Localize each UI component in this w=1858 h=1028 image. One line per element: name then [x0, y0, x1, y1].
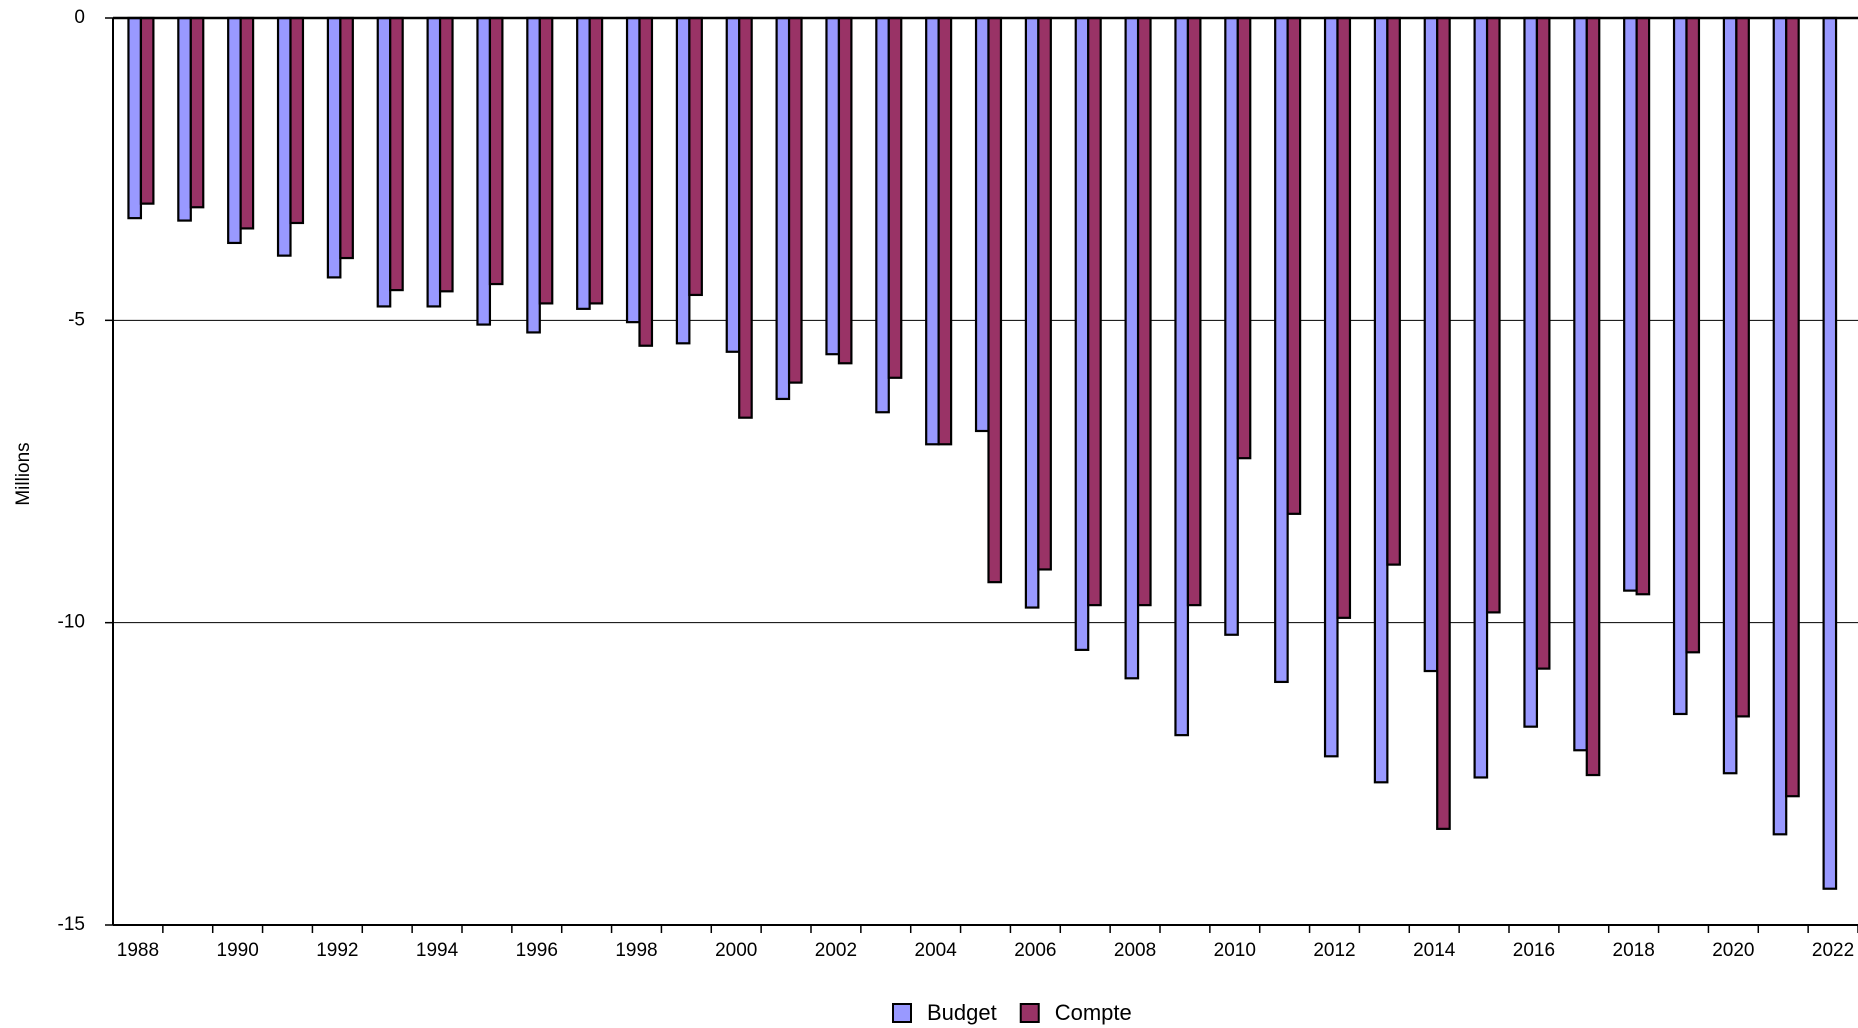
bar [1672, 16, 1688, 716]
bar [1323, 16, 1339, 758]
x-tick-label: 2012 [1313, 940, 1355, 961]
bar [625, 16, 641, 324]
bar [1423, 16, 1439, 673]
bar [376, 16, 392, 308]
bar [1186, 16, 1202, 607]
bar [1336, 16, 1352, 619]
bar [825, 16, 841, 356]
bar [1685, 16, 1701, 654]
bar [139, 16, 155, 205]
bar [1174, 16, 1190, 737]
bar [1822, 16, 1838, 890]
y-axis-label: Millions [13, 442, 34, 505]
bar [1136, 16, 1152, 607]
legend-swatch [1019, 1003, 1040, 1023]
bar [1473, 16, 1489, 779]
bar [1772, 16, 1788, 836]
bar [239, 16, 255, 230]
bar [1224, 16, 1239, 636]
bar [887, 16, 903, 379]
legend-label: Compte [1055, 1000, 1132, 1025]
bar [1274, 16, 1289, 684]
x-tick-label: 2016 [1513, 940, 1555, 961]
x-tick-label: 1998 [615, 940, 657, 961]
bar [1236, 16, 1252, 460]
bar [1735, 16, 1750, 718]
bar [189, 16, 205, 209]
bar [389, 16, 404, 292]
bar [127, 16, 143, 220]
bar [1074, 16, 1090, 651]
bar [1573, 16, 1588, 752]
x-tick-label: 2008 [1114, 940, 1156, 961]
bar [576, 16, 591, 310]
bar [1024, 16, 1040, 609]
bar [326, 16, 342, 279]
bar [1485, 16, 1501, 614]
bar [1037, 16, 1052, 571]
x-tick-label: 2002 [815, 940, 857, 961]
bar [1722, 16, 1738, 775]
bar [276, 16, 292, 257]
x-tick-label: 2004 [915, 940, 958, 961]
bar [638, 16, 654, 347]
x-tick-label: 1992 [316, 940, 358, 961]
bar [875, 16, 890, 414]
bar [675, 16, 691, 345]
x-tick-label: 2022 [1812, 940, 1854, 961]
bar [1373, 16, 1389, 784]
legend-label: Budget [927, 1000, 997, 1025]
bar [289, 16, 305, 225]
bar [987, 16, 1003, 584]
bar [837, 16, 853, 365]
y-tick-label: -5 [68, 309, 85, 330]
x-tick-label: 1994 [416, 940, 459, 961]
bar [775, 16, 791, 401]
bar [974, 16, 990, 433]
bar [925, 16, 940, 446]
y-tick-label: 0 [74, 7, 85, 28]
x-tick-label: 2010 [1214, 940, 1256, 961]
bar [937, 16, 953, 446]
x-tick-label: 2000 [715, 940, 757, 961]
bar [1087, 16, 1102, 607]
y-tick-label: -15 [58, 914, 85, 935]
y-tick-label: -10 [58, 612, 85, 633]
bar [1623, 16, 1638, 592]
bar [1535, 16, 1551, 670]
bar [588, 16, 604, 305]
x-tick-label: 1990 [217, 940, 259, 961]
bar [526, 16, 541, 334]
bar [1523, 16, 1539, 728]
bar [738, 16, 753, 419]
x-tick-label: 2020 [1712, 940, 1754, 961]
x-tick-label: 1988 [117, 940, 159, 961]
bar [339, 16, 354, 260]
x-tick-label: 2006 [1014, 940, 1056, 961]
bar [1286, 16, 1302, 515]
bar [787, 16, 803, 384]
legend-swatch [892, 1003, 912, 1023]
bar [1585, 16, 1601, 777]
bar [177, 16, 192, 222]
x-tick-label: 2014 [1413, 940, 1456, 961]
x-tick-label: 1996 [516, 940, 558, 961]
bar [1436, 16, 1451, 830]
bar [1785, 16, 1800, 798]
bar [538, 16, 554, 305]
bar [426, 16, 442, 308]
bar [1635, 16, 1651, 596]
bar [227, 16, 242, 245]
bar [438, 16, 454, 293]
bar [688, 16, 703, 297]
bar [476, 16, 492, 326]
bar [725, 16, 741, 353]
bar [1386, 16, 1401, 566]
bar [1124, 16, 1140, 680]
x-tick-label: 2018 [1613, 940, 1655, 961]
bar [488, 16, 504, 286]
